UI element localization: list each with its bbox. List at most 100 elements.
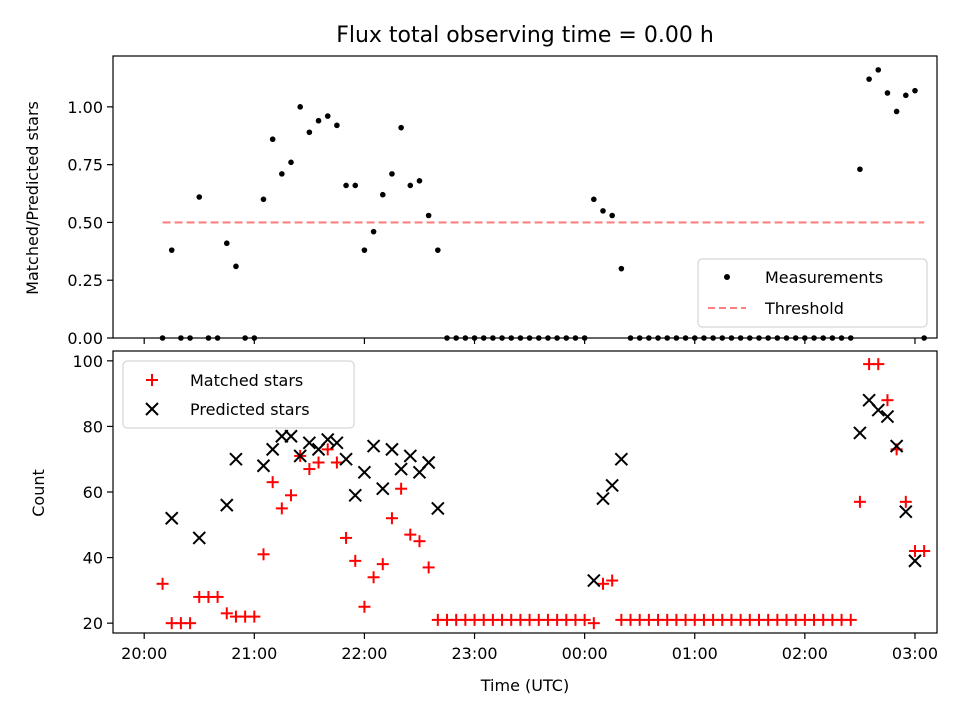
measurement-point xyxy=(866,76,872,82)
predicted-star-point xyxy=(596,491,610,506)
matched-star-point xyxy=(413,535,426,548)
predicted-star-point-b xyxy=(302,436,317,450)
matched-star-point xyxy=(872,358,885,371)
predicted-star-point xyxy=(871,403,885,417)
bottom-axes-frame xyxy=(112,350,938,634)
measurement-point xyxy=(279,171,285,177)
bottom-plot-area xyxy=(156,358,931,630)
measurements-legend-label: Measurements xyxy=(765,268,883,287)
predicted-star-point-b xyxy=(366,439,381,453)
matched-star-point xyxy=(881,394,894,407)
top-y-tick-label: 0.75 xyxy=(67,156,103,175)
predicted-star-point-b xyxy=(853,426,867,440)
top-chart-title: Flux total observing time = 0.00 h xyxy=(336,23,714,48)
measurement-point xyxy=(361,247,368,253)
bottom-y-tick-label: 100 xyxy=(72,352,103,371)
measurement-point xyxy=(269,136,276,143)
measurement-point xyxy=(600,208,606,214)
matched-star-point xyxy=(349,554,362,567)
measurement-point xyxy=(618,265,625,272)
matched-star-point xyxy=(211,590,224,603)
measurement-point xyxy=(903,92,909,99)
x-tick-label: 03:00 xyxy=(892,644,938,663)
predicted-star-point xyxy=(889,439,904,453)
predicted-star-point xyxy=(192,531,206,545)
measurement-point xyxy=(343,182,349,189)
measurement-point xyxy=(893,108,900,115)
predicted-star-point xyxy=(853,426,867,440)
bottom-ticks: 20 40 60 80 100 20:00 21:00 22:00 23:00 00:00 01:0… xyxy=(72,352,938,663)
top-ticks: 0.00 0.25 0.50 0.75 1.00 xyxy=(67,98,916,348)
matched-star-point xyxy=(367,571,380,584)
measurement-point xyxy=(857,166,863,173)
matched-star-point xyxy=(596,577,609,590)
matched-star-point xyxy=(340,531,353,544)
x-tick-label: 01:00 xyxy=(672,644,718,663)
predicted-legend-label: Predicted stars xyxy=(190,400,310,419)
predicted-star-point xyxy=(220,498,234,512)
predicted-star-point-b xyxy=(265,442,280,457)
matched-star-point xyxy=(257,548,270,561)
top-axes-frame xyxy=(112,55,938,339)
predicted-star-point-b xyxy=(403,449,418,463)
predicted-star-point xyxy=(421,455,436,470)
predicted-star-point xyxy=(284,429,298,443)
predicted-star-point xyxy=(293,449,307,463)
bottom-x-axis-label: Time (UTC) xyxy=(480,676,569,695)
top-legend-box xyxy=(697,258,928,328)
matched-star-point xyxy=(184,617,197,630)
predicted-star-point-b xyxy=(220,498,234,512)
matched-star-point xyxy=(385,512,398,525)
top-y-tick-label: 1.00 xyxy=(67,98,103,117)
top-y-tick-label: 0.00 xyxy=(67,329,103,348)
bottom-legend-box xyxy=(122,360,355,429)
predicted-star-point xyxy=(321,432,335,447)
predicted-star-point-b xyxy=(605,478,619,493)
predicted-star-point-b xyxy=(293,449,307,463)
top-y-axis-label: Matched/Predicted stars xyxy=(23,101,42,295)
matched-star-point xyxy=(376,558,389,571)
measurement-point xyxy=(233,263,239,270)
predicted-star-point-b xyxy=(862,393,876,407)
measurement-point xyxy=(912,87,918,94)
measurement-point xyxy=(435,247,441,253)
predicted-star-point xyxy=(605,478,619,493)
matched-star-point xyxy=(266,476,279,489)
matched-star-point xyxy=(422,561,435,574)
predicted-star-point xyxy=(899,504,913,519)
matched-star-point xyxy=(404,528,417,541)
matched-star-point xyxy=(248,610,261,623)
measurement-point xyxy=(223,240,230,247)
x-tick-label: 22:00 xyxy=(341,644,387,663)
matched-star-point xyxy=(275,502,288,515)
measurement-point xyxy=(196,194,203,200)
predicted-star-point xyxy=(357,465,372,480)
matched-legend-label: Matched stars xyxy=(190,371,303,390)
predicted-star-point-b xyxy=(348,488,362,502)
bottom-y-axis-label: Count xyxy=(29,469,48,517)
bottom-y-tick-label: 60 xyxy=(83,483,103,502)
measurement-point xyxy=(168,247,175,253)
predicted-star-point-b xyxy=(321,432,335,447)
measurement-point xyxy=(425,212,432,219)
measurement-point xyxy=(260,196,267,203)
top-y-tick-label: 0.50 xyxy=(67,213,103,232)
predicted-star-point xyxy=(880,409,895,424)
measurements-legend-marker xyxy=(724,274,730,280)
predicted-star-point-b xyxy=(376,482,390,496)
measurement-point xyxy=(297,104,303,110)
bottom-y-tick-label: 80 xyxy=(83,417,103,436)
predicted-star-point xyxy=(908,554,922,568)
measurement-point xyxy=(591,196,597,203)
predicted-star-point-b xyxy=(908,554,922,568)
bottom-y-tick-label: 20 xyxy=(83,614,103,633)
predicted-star-point xyxy=(403,449,418,463)
predicted-star-point-b xyxy=(871,403,885,417)
measurement-point xyxy=(315,117,322,124)
predicted-star-point-b xyxy=(614,452,629,466)
predicted-star-point xyxy=(339,452,353,466)
top-y-tick-label: 0.25 xyxy=(67,271,103,290)
measurement-point xyxy=(407,182,414,189)
predicted-star-point-b xyxy=(165,511,179,525)
